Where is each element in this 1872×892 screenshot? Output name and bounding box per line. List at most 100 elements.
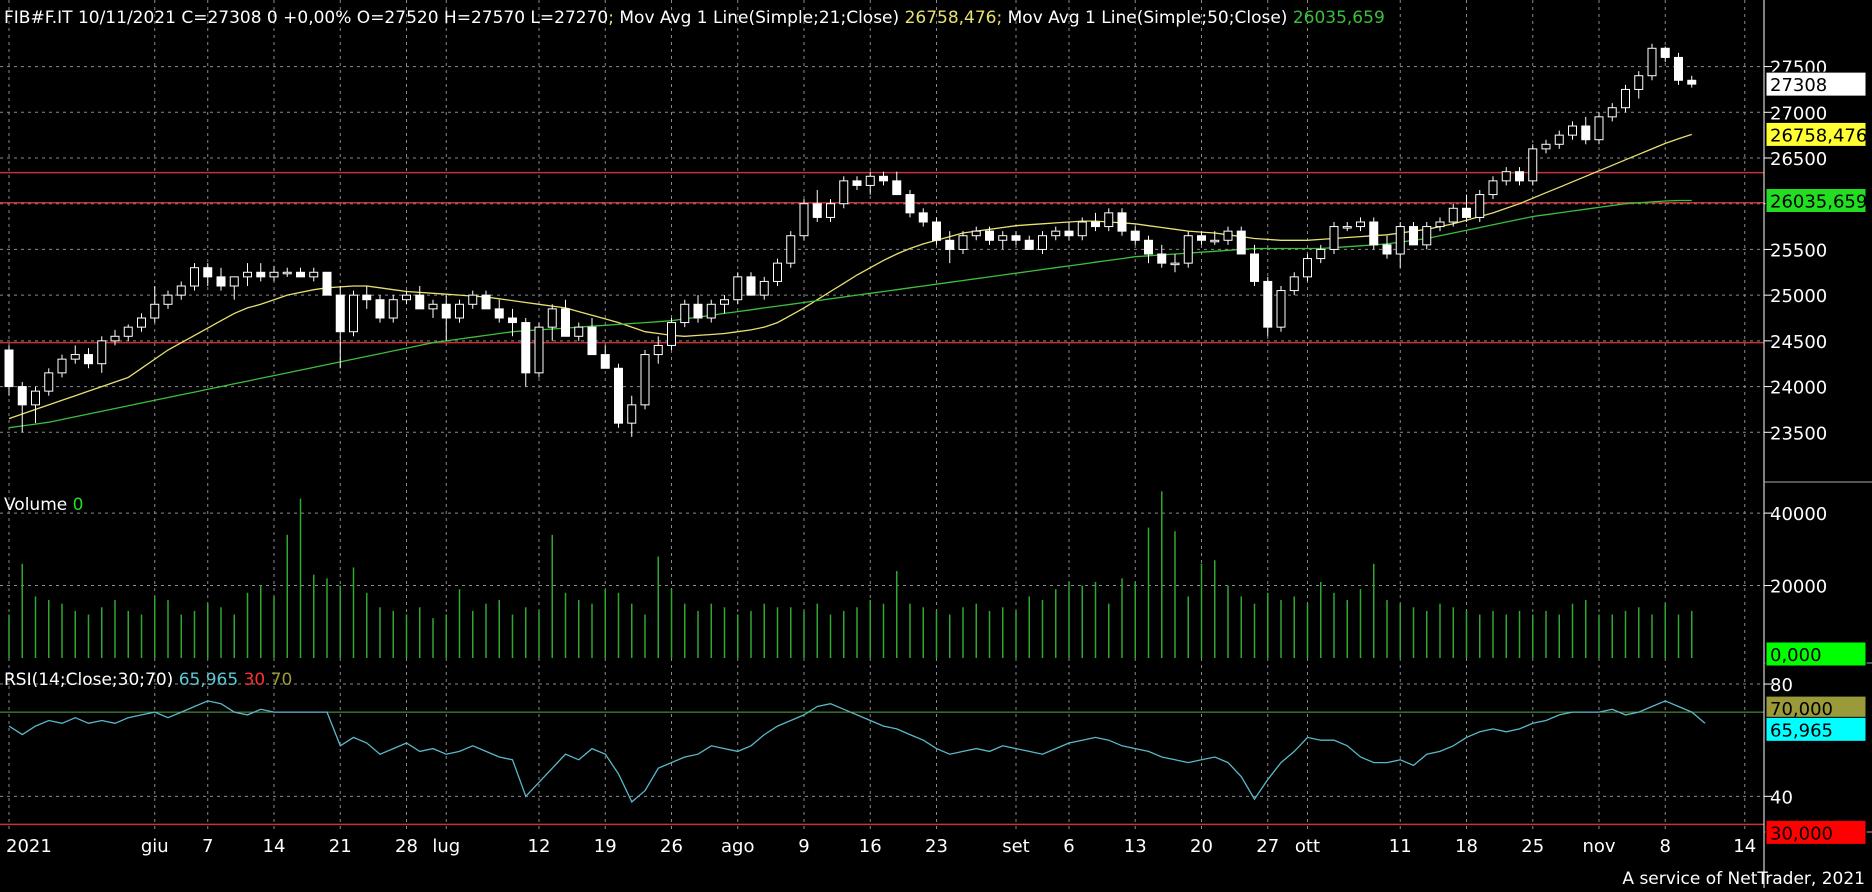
candle-up [839,180,849,205]
x-tick-label: 13 [1124,836,1147,857]
candle-up [1276,290,1286,328]
x-tick-label: 21 [329,836,352,857]
candle-down [362,294,372,301]
candle-down [415,294,425,310]
candle-down [1250,253,1259,282]
ma21-tag: 26758,476 [1770,125,1867,146]
candle-up [137,317,146,328]
candle-up [680,303,690,324]
candle-up [547,308,557,328]
volume-value: 0 [73,495,84,515]
candle-up [468,294,478,305]
candle-up [1289,276,1299,292]
candle-down [441,303,451,319]
x-tick-label: 8 [1660,836,1671,857]
candle-up [349,294,358,333]
candle-up [282,271,292,275]
candle-down [322,271,332,296]
ma50-value: 26035,659 [1293,8,1385,28]
value-tags: 27308 26758,476 26035,659 0,000 70,00065,965… [1765,71,1867,845]
x-tick-label: 25 [1521,836,1544,857]
candle-down [494,308,504,319]
ma50-tag-bg [1765,188,1867,214]
candle-down [1263,280,1273,328]
ma21-value: 26758,476 [905,8,997,28]
candle-up [150,303,160,319]
candle-up [1303,258,1312,278]
candle-up [176,285,186,296]
candle-up [786,235,796,264]
last-close-tag-bg [1765,71,1867,97]
volume-header: Volume 0 [4,495,83,515]
candle-down [216,276,226,287]
candle-up [1342,226,1352,229]
candle-down [1369,221,1379,246]
candle-up [57,358,67,374]
candle-down [1130,230,1140,241]
candle-down [1144,239,1153,255]
candle-down [892,180,902,196]
candle-up [1183,235,1193,264]
candle-up [653,344,663,356]
candle-up [720,299,729,305]
rsi-line [8,700,1706,803]
rsi30-tag-bg [1765,819,1867,845]
candle-up [190,267,199,287]
candle-up [865,175,875,186]
candle-down [1236,230,1246,255]
candle-down [587,326,597,356]
candle-up [1501,171,1511,182]
ma50-tag: 26035,659 [1770,192,1867,213]
x-tick-label: 14 [1733,836,1756,857]
candle-down [614,367,623,424]
x-tick-label: lug [432,836,460,857]
credit-footer: A service of NetTrader, 2021 [1622,869,1865,888]
candle-up [971,230,981,237]
candle-up [799,203,809,237]
candle-up [640,354,650,406]
candle-up [1435,221,1445,228]
y-tick-label: 26500 [1770,149,1827,170]
y-tick-label: 25000 [1770,286,1827,307]
candle-up [428,303,438,310]
volume-last-tag-bg [1765,641,1867,667]
candle-up [243,271,252,278]
candle-up [309,271,319,278]
x-tick-label: 9 [798,836,809,857]
candle-up [534,326,544,374]
candle-down [1462,207,1471,218]
rsi-high-level: 70 [265,670,292,690]
rsi-last-tag: 65,965 [1770,720,1833,741]
y-tick-label: 27000 [1770,103,1827,124]
volume-tick-label: 20000 [1770,577,1827,598]
candle-down [1091,221,1100,228]
x-tick-label: 20 [1190,836,1213,857]
candle-up [1316,248,1326,260]
candle-down [1382,244,1392,255]
rsi70-tag-bg [1765,695,1867,721]
candle-down [905,194,915,214]
candle-up [574,326,584,337]
x-tick-label: 16 [859,836,882,857]
candle-up [1554,134,1564,145]
candle-down [985,230,994,241]
candle-up [1634,75,1644,90]
candlesticks [4,43,1697,437]
x-tick-label: 7 [202,836,213,857]
candle-down [4,349,14,388]
candle-up [1356,221,1365,228]
candle-up [1051,230,1061,237]
candle-up [1170,262,1180,266]
candle-up [1541,143,1551,150]
candle-down [1117,212,1127,232]
candle-up [1395,226,1405,255]
axes: 2021 giu 7 14 21 28 lug 12 19 26 ago 9 16 23 set 6 13 20 2… [6,0,1872,888]
candle-down [256,271,266,278]
instrument-info: FIB#F.IT 10/11/2021 C=27308 0 +0,00% O=2… [4,8,608,28]
candle-up [455,303,464,319]
gridlines [0,0,1764,832]
candle-up [388,299,398,319]
candle-down [693,303,703,319]
candle-down [481,294,491,310]
